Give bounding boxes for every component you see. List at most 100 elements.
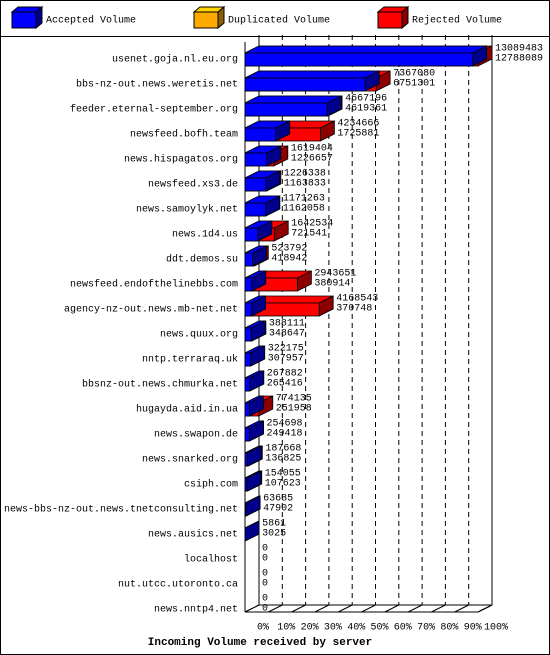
accepted-label: 721541 [291, 229, 327, 240]
total-label: 254698 [267, 419, 303, 430]
category-label: bbs-nz-out.news.weretis.net [76, 79, 238, 91]
bar-accepted [244, 77, 366, 92]
bar-accepted [244, 402, 250, 417]
accepted-label: 0 [262, 579, 268, 590]
bar-accepted [244, 202, 267, 217]
x-tick [291, 604, 306, 613]
x-tick [454, 604, 469, 613]
total-label: 13089483 [495, 44, 543, 55]
total-label: 267882 [267, 369, 303, 380]
bar-top [244, 95, 342, 104]
legend-label: Duplicated Volume [228, 15, 330, 27]
accepted-label: 1725881 [337, 129, 379, 140]
legend-swatch [193, 11, 219, 29]
total-label: 1642534 [291, 219, 333, 230]
total-label: 4168543 [336, 294, 378, 305]
category-label: nut.utcc.utoronto.ca [118, 580, 238, 591]
x-tick-label: 100% [484, 623, 508, 634]
bar-accepted [244, 102, 328, 117]
accepted-label: 107623 [265, 479, 301, 490]
bar-accepted [244, 127, 277, 142]
accepted-label: 265416 [267, 379, 303, 390]
accepted-label: 1163833 [284, 179, 326, 190]
total-label: 1619404 [291, 144, 333, 155]
x-tick [431, 604, 446, 613]
x-tick-label: 20% [301, 623, 319, 634]
bar-accepted [244, 177, 267, 192]
category-label: news.swapon.de [154, 429, 238, 441]
bar-accepted [244, 152, 268, 167]
accepted-label: 4619361 [345, 104, 387, 115]
total-label: 154055 [265, 469, 301, 480]
accepted-label: 307957 [268, 354, 304, 365]
legend-label: Rejected Volume [412, 15, 502, 27]
x-tick [361, 604, 376, 613]
accepted-label: 3025 [262, 529, 286, 540]
x-tick-label: 70% [417, 623, 435, 634]
category-label: news.snarked.org [142, 454, 238, 466]
bar-accepted [244, 352, 251, 367]
category-label: usenet.goja.nl.eu.org [112, 54, 238, 66]
x-tick [244, 604, 260, 613]
bar-accepted [244, 302, 252, 317]
x-tick [268, 604, 283, 613]
total-label: 0 [262, 594, 268, 605]
total-label: 1226338 [284, 169, 326, 180]
bar-top [244, 70, 380, 79]
accepted-label: 380914 [314, 279, 350, 290]
category-label: news.quux.org [160, 330, 238, 341]
total-label: 2943651 [314, 269, 356, 280]
accepted-label: 47902 [263, 504, 293, 515]
total-label: 322175 [268, 344, 304, 355]
total-label: 63685 [263, 494, 293, 505]
bar-accepted [244, 377, 251, 392]
accepted-label: 0 [262, 554, 268, 565]
bar-accepted [244, 252, 253, 267]
bar-top [244, 45, 487, 54]
category-label: news.hispagatos.org [124, 154, 238, 166]
bar-accepted [244, 327, 252, 342]
x-tick-label: 10% [277, 623, 295, 634]
category-label: csiph.com [184, 479, 238, 491]
category-label: ddt.demos.su [166, 254, 238, 266]
total-label: 4234666 [337, 119, 379, 130]
category-label: nntp.terraraq.uk [142, 354, 238, 366]
x-tick-label: 90% [464, 623, 482, 634]
category-label: newsfeed.xs3.de [148, 179, 238, 191]
accepted-label: 249418 [267, 429, 303, 440]
legend-swatch [377, 11, 403, 29]
x-tick-label: 50% [370, 623, 388, 634]
category-label: news.ausics.net [148, 529, 238, 541]
x-tick-label: 0% [257, 623, 269, 634]
bar-accepted [244, 427, 250, 442]
category-label: bbsnz-out.news.chmurka.net [82, 379, 238, 391]
x-tick-label: 60% [394, 623, 412, 634]
x-tick [337, 604, 353, 613]
x-tick-label: 40% [347, 623, 365, 634]
category-label: agency-nz-out.news.mb-net.net [64, 304, 238, 316]
category-label: localhost [184, 554, 238, 566]
x-tick [384, 604, 400, 613]
legend-label: Accepted Volume [46, 15, 136, 27]
category-label: news.nntp4.net [154, 605, 238, 616]
accepted-label: 348647 [269, 329, 305, 340]
accepted-label: 6751301 [393, 79, 435, 90]
total-label: 0 [262, 544, 268, 555]
total-label: 1171263 [283, 194, 325, 205]
category-label: newsfeed.bofh.team [130, 129, 238, 141]
category-label: newsfeed.endofthelinebbs.com [70, 279, 238, 291]
x-tick [314, 604, 330, 613]
accepted-label: 370748 [336, 304, 372, 315]
accepted-label: 136825 [265, 454, 301, 465]
accepted-label: 251958 [276, 404, 312, 415]
accepted-label: 12788089 [495, 54, 543, 65]
bar-accepted [244, 277, 253, 292]
bar-accepted [244, 502, 247, 517]
total-label: 5861 [262, 519, 286, 530]
total-label: 7367080 [393, 69, 435, 80]
bar-accepted [244, 227, 259, 242]
accepted-label: 418942 [271, 254, 307, 265]
category-label: hugayda.aid.in.ua [136, 404, 238, 416]
x-tick-label: 80% [440, 623, 458, 634]
